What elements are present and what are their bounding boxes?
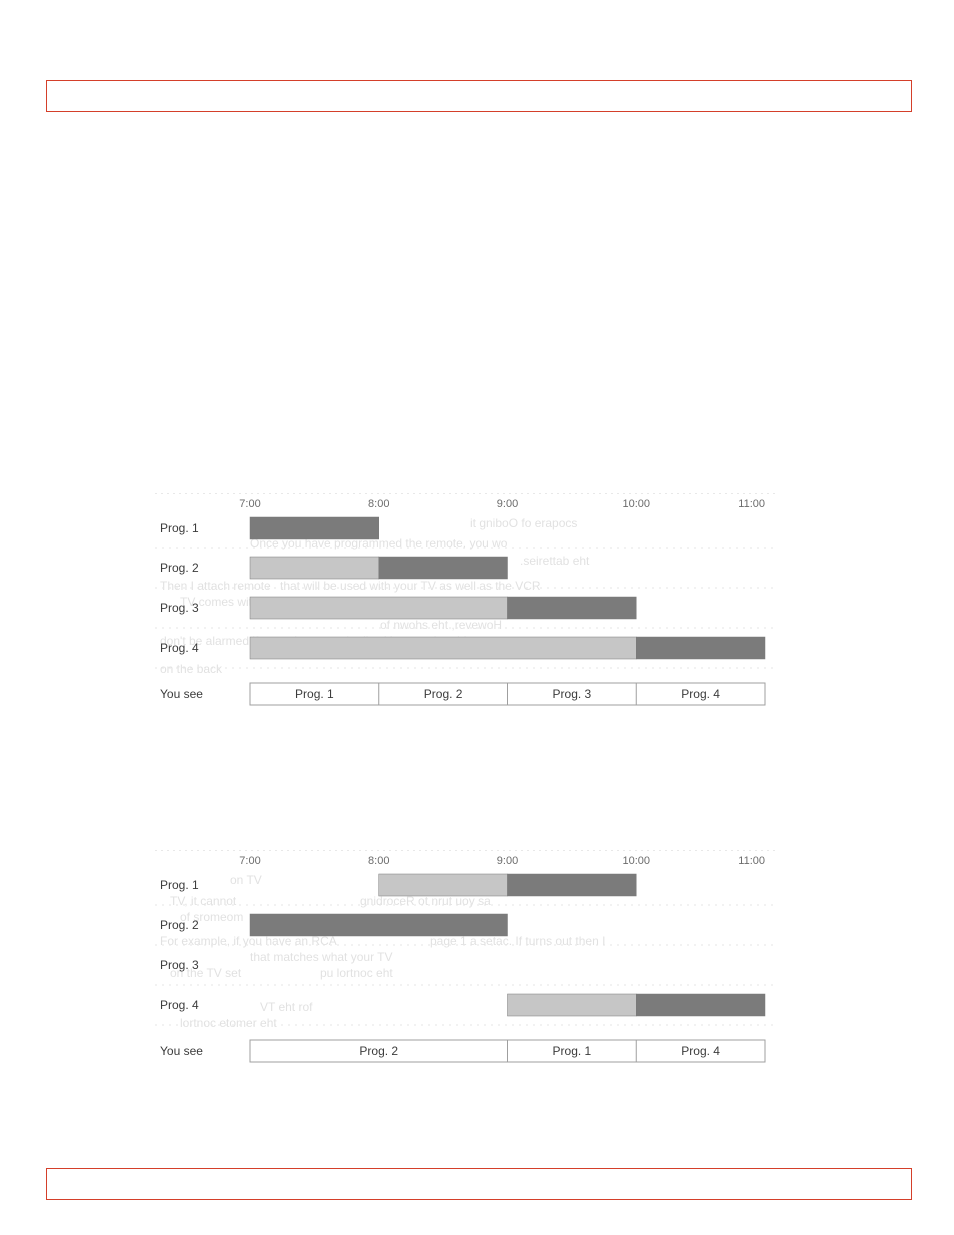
axis-tick-label: 7:00	[239, 498, 260, 510]
you-see-label: You see	[160, 687, 203, 701]
top-red-box	[46, 80, 912, 112]
page-root: it gniboO fo erapocsOnce you have progra…	[0, 0, 954, 1235]
axis-tick-label: 11:00	[738, 855, 765, 867]
axis-tick-label: 9:00	[497, 855, 518, 867]
axis-tick-label: 7:00	[239, 855, 260, 867]
you-see-segment-label: Prog. 4	[681, 687, 720, 701]
timeline-chart-a: 7:00 8:00 9:00 10:00 11:00 Prog. 1 Prog. 2 Prog…	[155, 493, 775, 717]
timeline-bar	[250, 517, 379, 539]
axis-tick-label: 10:00	[622, 855, 650, 867]
axis-tick-label: 10:00	[622, 498, 650, 510]
timeline-bar	[508, 597, 637, 619]
you-see-segment-label: Prog. 2	[359, 1044, 398, 1058]
timeline-bar	[379, 874, 508, 896]
row-label: Prog. 3	[160, 601, 199, 615]
timeline-bar	[379, 557, 508, 579]
row-label: Prog. 2	[160, 561, 199, 575]
bottom-red-box	[46, 1168, 912, 1200]
timeline-bar	[636, 637, 765, 659]
timeline-bar	[508, 874, 637, 896]
axis-tick-label: 9:00	[497, 498, 518, 510]
row-label: Prog. 1	[160, 878, 199, 892]
you-see-segment-label: Prog. 1	[553, 1044, 592, 1058]
you-see-label: You see	[160, 1044, 203, 1058]
row-label: Prog. 4	[160, 998, 199, 1012]
timeline-bar	[250, 914, 508, 936]
axis-tick-label: 11:00	[738, 498, 765, 510]
row-label: Prog. 1	[160, 521, 199, 535]
you-see-segment-label: Prog. 2	[424, 687, 463, 701]
timeline-bar	[636, 994, 765, 1016]
axis-tick-label: 8:00	[368, 855, 389, 867]
you-see-segment-label: Prog. 3	[553, 687, 592, 701]
timeline-bar	[250, 557, 379, 579]
axis-tick-label: 8:00	[368, 498, 389, 510]
timeline-bar	[508, 994, 637, 1016]
row-label: Prog. 4	[160, 641, 199, 655]
you-see-segment-label: Prog. 1	[295, 687, 334, 701]
row-label: Prog. 2	[160, 918, 199, 932]
timeline-chart-b: 7:00 8:00 9:00 10:00 11:00 Prog. 1 Prog. 2 Prog…	[155, 850, 775, 1074]
you-see-segment-label: Prog. 4	[681, 1044, 720, 1058]
timeline-bar	[250, 597, 508, 619]
timeline-bar	[250, 637, 636, 659]
row-label: Prog. 3	[160, 958, 199, 972]
